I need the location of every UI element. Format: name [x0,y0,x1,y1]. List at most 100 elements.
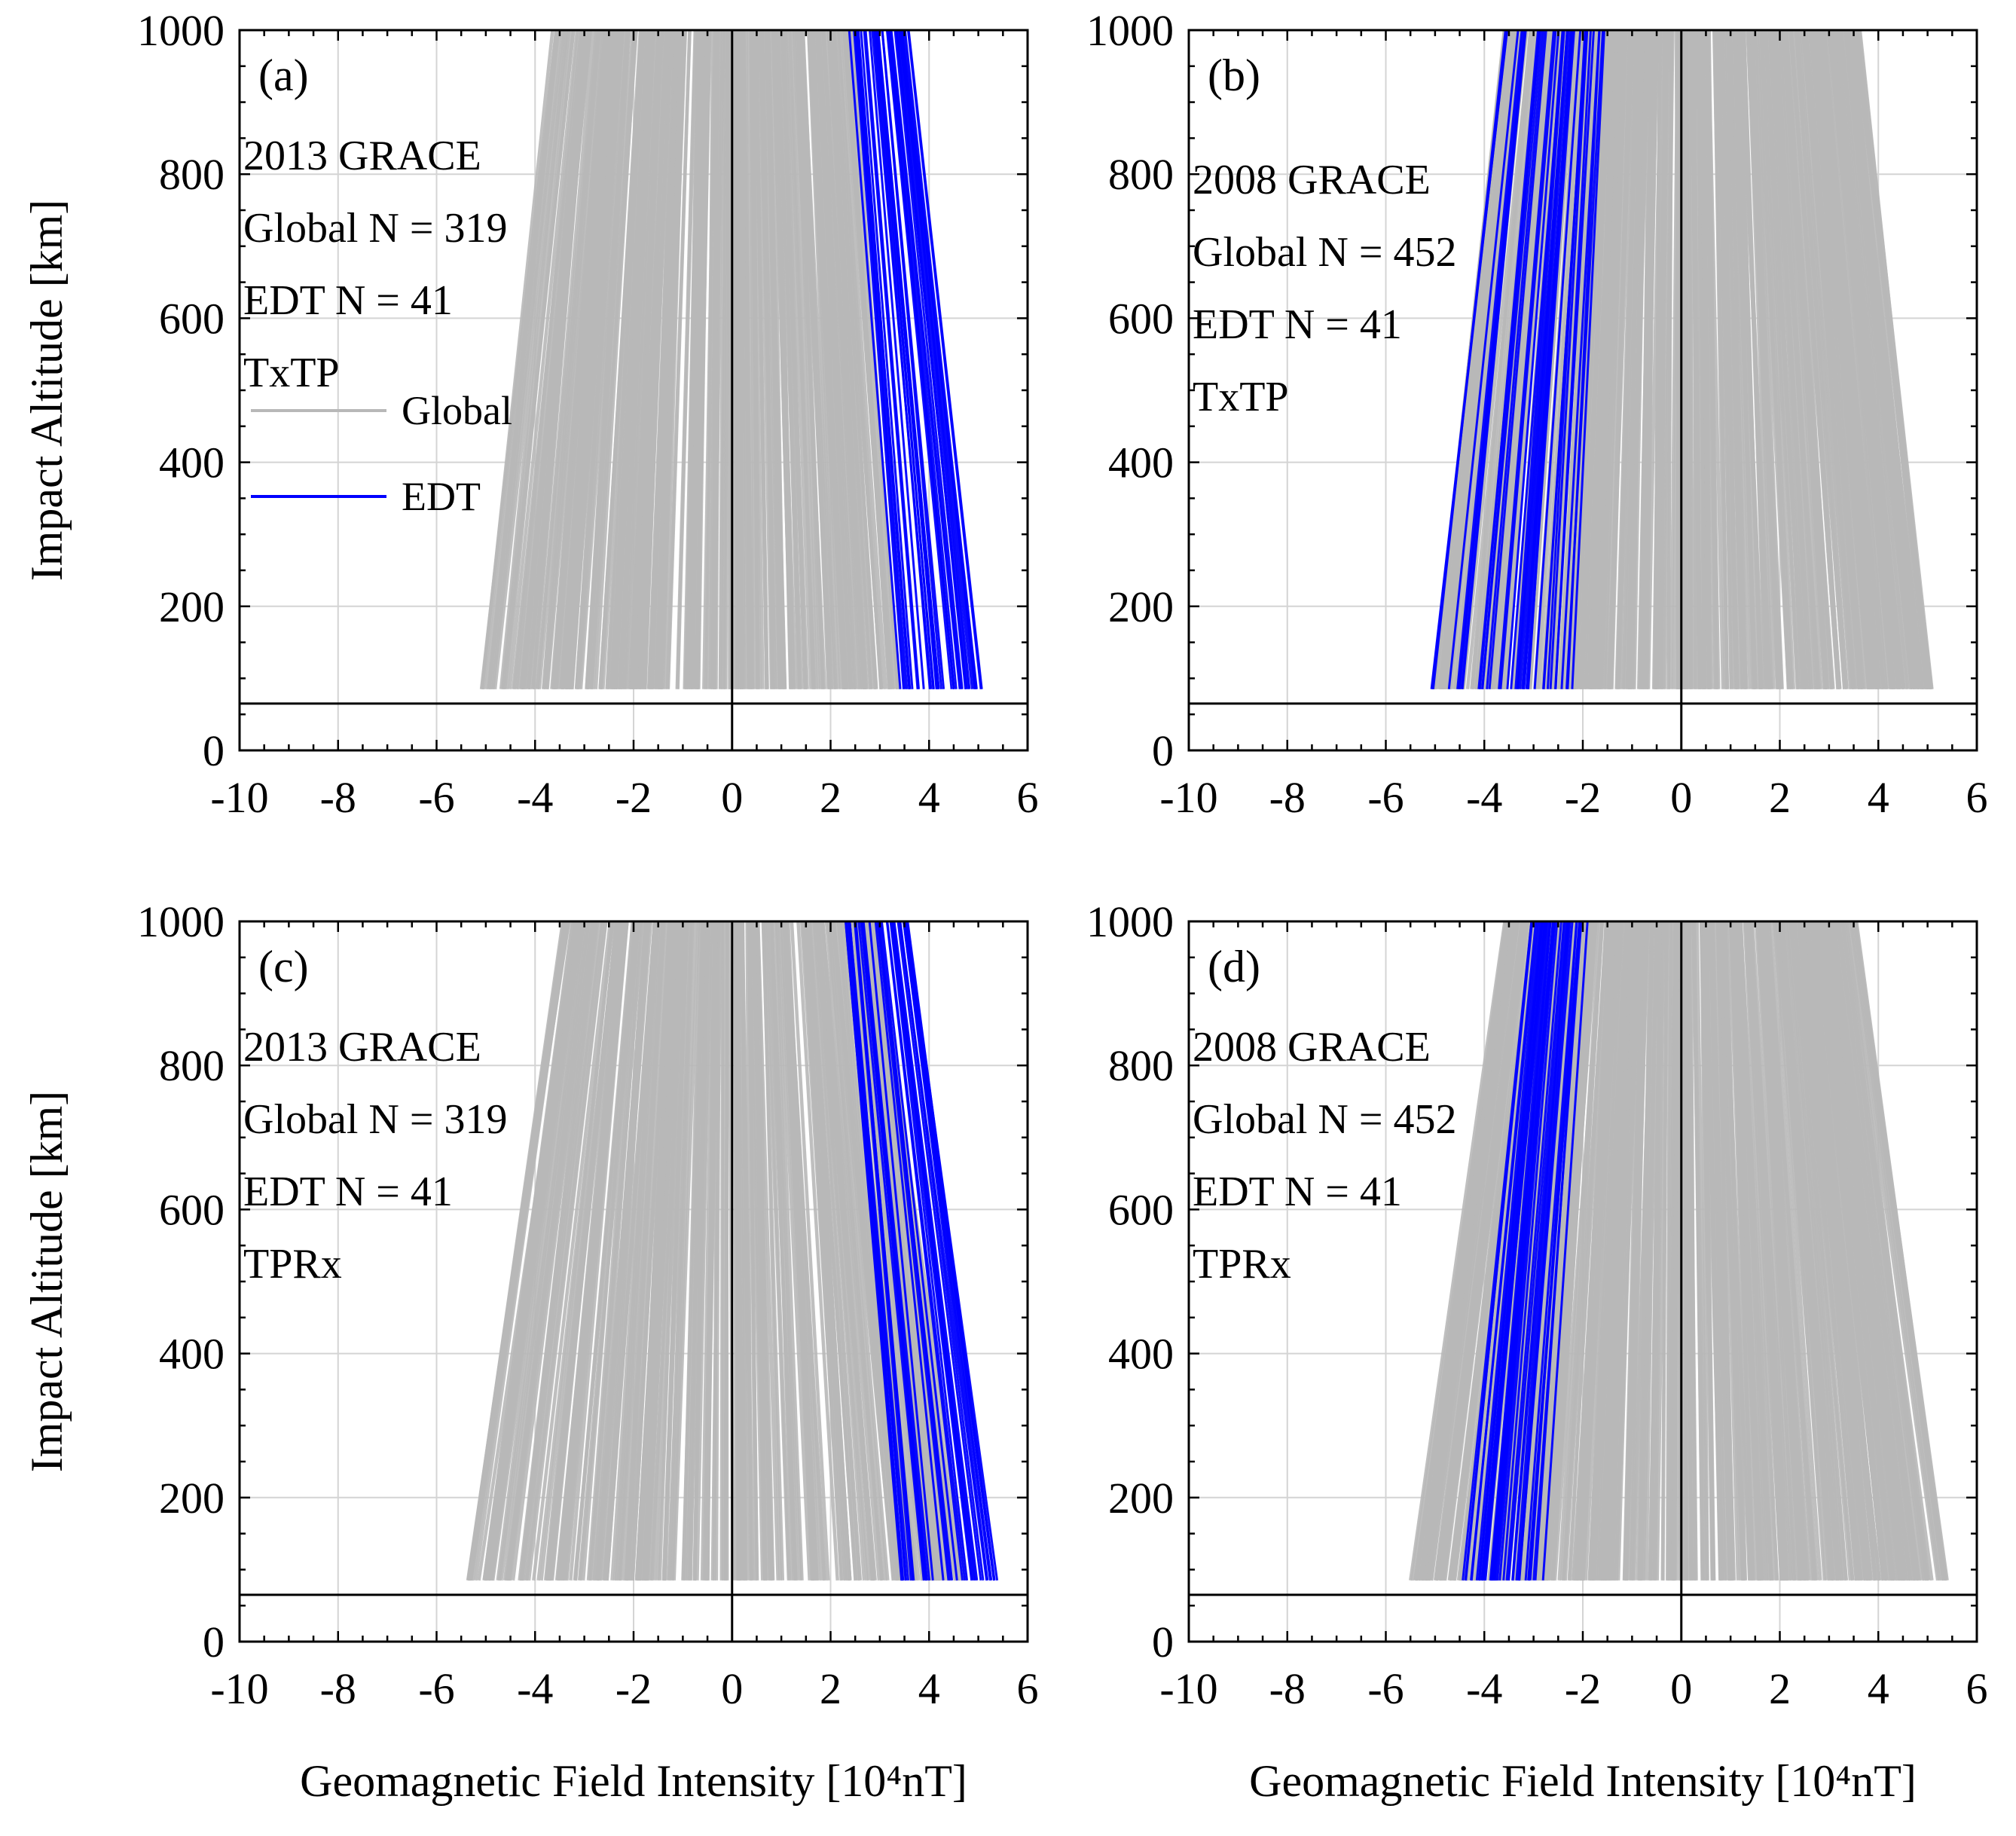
annotation: 2008 GRACE [1193,1024,1431,1071]
x-tick-label: -10 [1159,1664,1217,1713]
global-profile-line [820,921,881,1581]
global-profile-line [1700,30,1717,689]
annotation: TxTP [1193,374,1289,420]
global-profile-line [592,921,650,1581]
global-profile-line [1627,30,1643,689]
global-profile-line [838,30,887,689]
global-profile-line [1683,921,1688,1581]
annotation: Global N = 319 [243,205,507,252]
global-profile-line [1666,921,1672,1581]
global-profile-line [1519,921,1577,1581]
global-profile-line [1671,921,1679,1581]
edt-profile-line [863,30,919,689]
global-profile-line [1623,921,1645,1581]
global-profile-line [567,30,622,689]
y-tick-label: 0 [203,1618,225,1666]
global-profile-line [1840,30,1914,689]
ticks [238,29,1029,752]
global-profile-line [588,921,645,1581]
global-profile-line [614,921,658,1581]
global-profile-line [744,30,752,689]
global-profile-line [835,921,903,1581]
edt-profile-line [1565,30,1605,689]
x-tick-label: 4 [1868,773,1889,822]
global-profile-line [528,30,591,689]
global-profile-line [695,30,709,689]
global-profile-line [1693,30,1697,689]
global-profile-line [1815,30,1875,689]
global-profile-line [536,30,595,689]
global-profile-line [1846,30,1917,689]
global-profile-line [1689,921,1697,1581]
edt-profile-line [1522,30,1570,689]
global-profile-line [1563,921,1608,1581]
y-tick-label: 1000 [1086,6,1174,55]
x-tick-label: -4 [1466,773,1502,822]
global-profile-line [1489,30,1552,689]
edt-profile-line [1542,30,1588,689]
edt-profile-line [1516,30,1565,689]
global-profile-line [1426,921,1517,1581]
y-tick-label: 400 [1108,1330,1174,1379]
global-profile-line [1645,30,1657,689]
global-profile-line [1562,921,1604,1581]
global-profile-line [1763,921,1807,1581]
global-profile-line [1790,921,1849,1581]
annotation: Global N = 319 [243,1096,507,1143]
global-profile-line [1847,921,1941,1581]
global-profile-line [1692,921,1704,1581]
x-tick-label: -4 [517,1664,553,1713]
edt-profile-line [855,30,911,689]
x-tick-label: -6 [1367,1664,1404,1713]
edt-profile-line [864,30,920,689]
global-profile-line [646,921,683,1581]
x-tick-label: -8 [320,773,356,822]
global-profile-line [1834,30,1906,689]
global-profile-line [763,921,791,1581]
global-profile-line [598,30,643,689]
global-profile-line [1572,921,1615,1581]
global-profile-line [1727,30,1749,689]
edt-profile-line [1459,30,1525,689]
global-profile-line [1828,921,1912,1581]
y-tick-label: 1000 [137,6,225,55]
global-profile-line [700,921,715,1581]
x-tick-label: -4 [517,773,553,822]
global-profile-line [799,30,836,689]
edt-profile-line [1447,30,1520,689]
global-profile-line [1420,921,1516,1581]
global-profile-line [1704,921,1722,1581]
global-profile-line [667,921,695,1581]
global-profile-line [640,921,680,1581]
annotation: TPRx [243,1241,342,1288]
global-profile-line [1801,30,1862,689]
global-profile-line [1721,30,1740,689]
panel-a: -10 -8 -6 -4 -2 0 2 4 6 0 200 400 600 800 1000 Impact A… [22,6,1039,822]
x-axis-label: Geomagnetic Field Intensity [10⁴nT] [300,1756,967,1806]
global-profile-line [709,30,719,689]
edt-profile-line [907,30,983,689]
edt-profile-line [1507,921,1565,1581]
edt-profile-line [1498,30,1555,689]
global-profile-line [1776,30,1820,689]
edt-profile-line [1533,30,1582,689]
panel-label: (d) [1208,942,1260,991]
annotation: EDT N = 41 [1193,301,1402,348]
y-tick-label: 600 [159,1185,225,1234]
edt-profile-line [1519,30,1569,689]
y-tick-label: 600 [1108,1185,1174,1234]
y-tick-label: 200 [1108,1474,1174,1523]
edt-profile-line [871,30,933,689]
edt-profile-line [869,30,925,689]
global-profile-line [812,921,863,1581]
x-tick-label: 6 [1966,773,1988,822]
global-profile-line [1822,30,1884,689]
global-profile-line [1442,921,1527,1581]
global-profile-line [604,921,658,1581]
global-profile-line [1607,30,1633,689]
global-profile-line [579,921,640,1581]
global-profile-line [1808,30,1866,689]
global-profile-line [1636,921,1655,1581]
x-tick-label: -8 [320,1664,356,1713]
edt-profile-line [860,30,914,689]
